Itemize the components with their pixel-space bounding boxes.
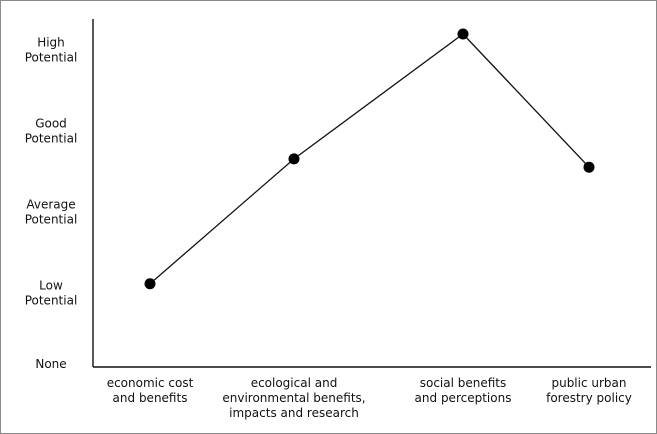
data-point-1 <box>288 153 300 165</box>
series-line <box>149 33 590 285</box>
data-point-0 <box>144 278 156 290</box>
x-category-label-0: economic cost and benefits <box>107 376 194 405</box>
y-tick-labels: None Low Potential Average Potential Good Pote… <box>25 36 78 372</box>
x-tick-labels: economic cost and benefits ecological and e… <box>107 376 632 420</box>
data-points <box>144 28 595 290</box>
y-level-label-3: Good Potential <box>25 117 78 146</box>
y-level-label-4: High Potential <box>25 36 78 65</box>
y-level-label-0: None <box>35 357 66 371</box>
y-level-label-2: Average Potential <box>25 198 78 227</box>
y-level-label-1: Low Potential <box>25 279 78 308</box>
x-category-label-3: public urban forestry policy <box>546 376 632 405</box>
data-point-3 <box>583 161 595 173</box>
data-point-2 <box>457 28 469 40</box>
x-category-label-2: social benefits and perceptions <box>415 376 512 405</box>
x-category-label-1: ecological and environmental benefits, imp… <box>222 376 365 420</box>
